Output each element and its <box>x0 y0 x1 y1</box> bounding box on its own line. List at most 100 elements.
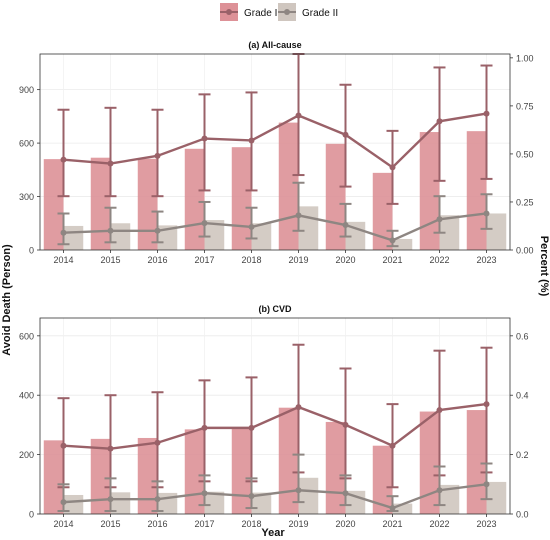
point-1-2022 <box>436 216 443 223</box>
bar-grade-i-2020 <box>325 421 346 514</box>
point-0-2018 <box>248 424 255 431</box>
point-1-2023 <box>483 481 490 488</box>
point-1-2019 <box>295 487 302 494</box>
tick-label-right-3: 0.6 <box>516 331 529 341</box>
legend-label-1: Grade II <box>302 8 338 19</box>
bar-grade-ii-2019 <box>298 477 319 514</box>
bar-grade-i-2014 <box>43 159 64 250</box>
point-1-2018 <box>248 223 255 230</box>
point-1-2018 <box>248 493 255 500</box>
point-0-2020 <box>342 131 349 138</box>
tick-label-x-2015: 2015 <box>100 255 120 265</box>
point-0-2023 <box>483 401 490 408</box>
tick-label-x-2019: 2019 <box>288 519 308 529</box>
tick-label-right-1: 0.25 <box>516 197 534 207</box>
bar-grade-ii-2017 <box>204 491 225 514</box>
point-0-2021 <box>389 164 396 171</box>
tick-label-left-2: 400 <box>19 391 34 401</box>
point-0-2022 <box>436 118 443 125</box>
bar-grade-ii-2015 <box>110 223 131 250</box>
tick-label-x-2020: 2020 <box>335 519 355 529</box>
panel-title: (b) CVD <box>259 304 292 314</box>
point-0-2019 <box>295 112 302 119</box>
tick-label-x-2022: 2022 <box>429 519 449 529</box>
bar-grade-ii-2015 <box>110 492 131 514</box>
plot-frame <box>39 53 511 251</box>
bar-grade-ii-2022 <box>439 215 460 250</box>
point-0-2020 <box>342 421 349 428</box>
point-1-2022 <box>436 487 443 494</box>
panel-all-cause: (a) All-cause 0 300 600 900 0.00 0.25 0.50 0.75 1… <box>19 40 534 265</box>
point-1-2015 <box>107 227 114 234</box>
tick-label-x-2016: 2016 <box>147 255 167 265</box>
plot-frame <box>39 317 511 515</box>
tick-label-left-2: 600 <box>19 139 34 149</box>
y-axis-label-left: Avoid Death (Person) <box>1 244 13 356</box>
tick-label-x-2014: 2014 <box>53 255 73 265</box>
tick-label-x-2021: 2021 <box>382 519 402 529</box>
tick-label-right-4: 1.00 <box>516 53 534 63</box>
legend-label-0: Grade I <box>244 8 277 19</box>
legend-marker-1 <box>284 9 290 15</box>
bar-grade-ii-2016 <box>157 225 178 250</box>
point-0-2014 <box>60 442 67 449</box>
tick-label-left-3: 600 <box>19 331 34 341</box>
tick-label-x-2018: 2018 <box>241 255 261 265</box>
point-0-2015 <box>107 445 114 452</box>
bar-grade-i-2015 <box>90 157 111 250</box>
point-1-2016 <box>154 496 161 503</box>
tick-label-x-2019: 2019 <box>288 255 308 265</box>
line-grade-i <box>63 112 487 169</box>
bar-grade-i-2023 <box>466 131 487 250</box>
bar-grade-ii-2020 <box>345 490 366 514</box>
bar-grade-ii-2021 <box>392 503 413 514</box>
tick-label-right-2: 0.50 <box>516 149 534 159</box>
tick-label-left-0: 0 <box>29 510 34 520</box>
tick-label-left-0: 0 <box>29 246 34 256</box>
bar-grade-ii-2019 <box>298 206 319 250</box>
bar-grade-i-2016 <box>137 437 158 514</box>
point-1-2014 <box>60 499 67 506</box>
tick-label-x-2018: 2018 <box>241 519 261 529</box>
tick-label-x-2023: 2023 <box>476 519 496 529</box>
tick-label-right-2: 0.4 <box>516 391 529 401</box>
bar-grade-ii-2014 <box>63 225 84 250</box>
point-0-2015 <box>107 160 114 167</box>
tick-label-left-1: 200 <box>19 450 34 460</box>
point-0-2021 <box>389 442 396 449</box>
bar-grade-i-2017 <box>184 429 205 514</box>
point-1-2021 <box>389 237 396 244</box>
bar-grade-ii-2017 <box>204 220 225 250</box>
bar-grade-ii-2022 <box>439 484 460 514</box>
tick-label-right-0: 0.00 <box>516 246 534 256</box>
bar-grade-ii-2018 <box>251 223 272 250</box>
bar-grade-i-2018 <box>231 147 252 250</box>
bar-grade-i-2020 <box>325 143 346 250</box>
point-0-2019 <box>295 404 302 411</box>
legend-marker-0 <box>226 9 232 15</box>
point-0-2022 <box>436 407 443 414</box>
bar-grade-ii-2023 <box>486 213 507 250</box>
point-0-2017 <box>201 424 208 431</box>
tick-label-x-2017: 2017 <box>194 255 214 265</box>
point-0-2016 <box>154 439 161 446</box>
tick-label-x-2015: 2015 <box>100 519 120 529</box>
legend: Grade I Grade II <box>220 3 338 21</box>
tick-label-left-3: 900 <box>19 85 34 95</box>
tick-label-right-0: 0.0 <box>516 510 529 520</box>
tick-label-right-3: 0.75 <box>516 101 534 111</box>
tick-label-right-1: 0.2 <box>516 450 529 460</box>
point-1-2014 <box>60 229 67 236</box>
point-1-2016 <box>154 227 161 234</box>
point-0-2017 <box>201 135 208 142</box>
tick-label-x-2014: 2014 <box>53 519 73 529</box>
point-1-2020 <box>342 222 349 229</box>
point-1-2019 <box>295 212 302 219</box>
point-0-2016 <box>154 152 161 159</box>
tick-label-x-2022: 2022 <box>429 255 449 265</box>
bar-grade-i-2019 <box>278 407 299 514</box>
point-1-2017 <box>201 220 208 227</box>
y-axis-label-right: Percent (%) <box>538 236 550 297</box>
bar-grade-i-2018 <box>231 427 252 514</box>
